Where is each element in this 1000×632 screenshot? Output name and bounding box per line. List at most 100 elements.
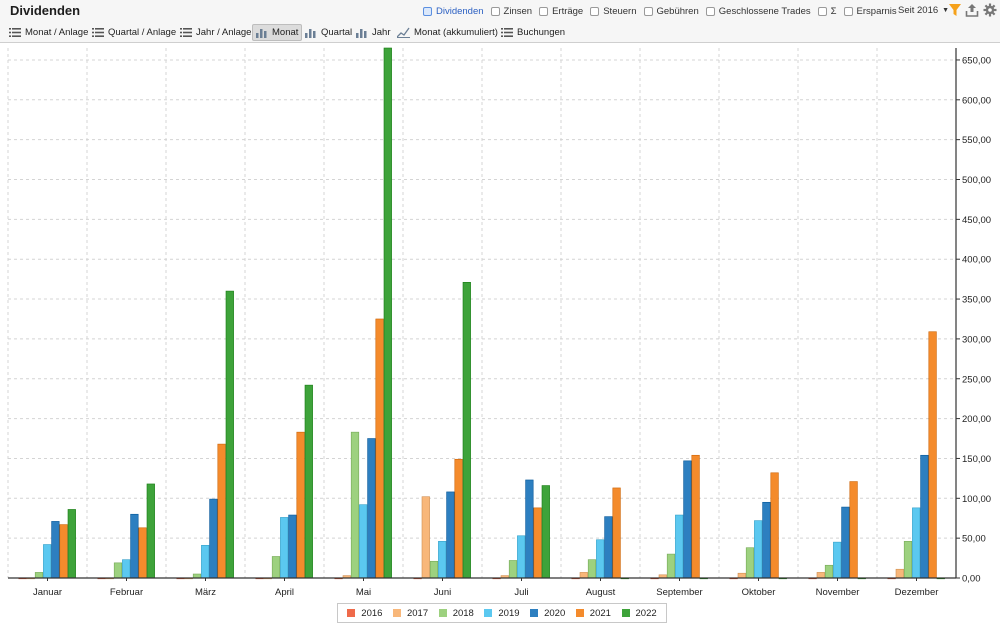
legend-item-2020[interactable]: 2020 bbox=[530, 608, 565, 619]
bar-2021 bbox=[296, 431, 305, 579]
y-tick-label: 50,00 bbox=[962, 534, 986, 545]
bar-2019 bbox=[438, 541, 447, 579]
legend-swatch bbox=[347, 609, 356, 617]
y-tick-label: 250,00 bbox=[962, 374, 991, 385]
legend-label: 2022 bbox=[635, 607, 657, 619]
list-icon bbox=[501, 28, 513, 37]
bar-2020 bbox=[920, 454, 929, 579]
bar-2021 bbox=[691, 454, 700, 579]
chevron-down-icon: ▼ bbox=[942, 7, 950, 14]
bar-2020 bbox=[367, 438, 376, 579]
bar-2020 bbox=[446, 491, 455, 579]
bar-2018 bbox=[587, 559, 597, 579]
x-tick-label: April bbox=[275, 587, 294, 598]
x-tick-label: März bbox=[195, 587, 216, 598]
toggle-zinsen[interactable]: Zinsen bbox=[490, 4, 533, 18]
bar-2019 bbox=[596, 539, 605, 579]
toggle-label: Geschlossene Trades bbox=[718, 5, 811, 17]
list-icon bbox=[92, 28, 104, 37]
tab-quartal-anlage[interactable]: Quartal / Anlage bbox=[89, 24, 179, 41]
tab-label: Monat bbox=[272, 27, 299, 38]
bar-2018 bbox=[113, 562, 123, 579]
toggle-ersparnis[interactable]: Ersparnis bbox=[843, 4, 897, 18]
bar-chart-icon bbox=[305, 29, 316, 38]
tab-jahr-anlage[interactable]: Jahr / Anlage bbox=[177, 24, 254, 41]
legend-label: 2021 bbox=[589, 607, 611, 619]
bar-2021 bbox=[138, 527, 147, 579]
toggle-steuern[interactable]: Steuern bbox=[590, 4, 637, 18]
x-tick-label: November bbox=[816, 587, 860, 598]
bar-2019 bbox=[517, 535, 526, 579]
list-icon bbox=[9, 28, 21, 37]
legend-item-2019[interactable]: 2019 bbox=[484, 607, 520, 619]
legend-item-2016[interactable]: 2016 bbox=[347, 608, 382, 619]
export-icon[interactable] bbox=[965, 3, 979, 17]
tab-monat-anlage[interactable]: Monat / Anlage bbox=[6, 24, 91, 41]
tab-monat-akkumuliert[interactable]: Monat (akkumuliert) bbox=[394, 24, 501, 41]
legend-swatch bbox=[484, 609, 493, 617]
bar-2018 bbox=[429, 560, 439, 579]
tab-label: Jahr / Anlage bbox=[196, 27, 252, 38]
checkbox-icon bbox=[539, 6, 549, 16]
toggle-geschlossene-trades[interactable]: Geschlossene Trades bbox=[705, 4, 811, 18]
toggle-label: Erträge bbox=[552, 5, 584, 17]
bar-2019 bbox=[754, 520, 763, 579]
bar-2018 bbox=[903, 541, 913, 579]
y-tick-label: 600,00 bbox=[962, 95, 991, 106]
legend-item-2018[interactable]: 2018 bbox=[438, 607, 474, 619]
tab-quartal[interactable]: Quartal bbox=[302, 24, 355, 41]
category-toggles: Dividenden Zinsen Erträge Steuern Gebühr… bbox=[423, 4, 904, 18]
tab-buchungen[interactable]: Buchungen bbox=[498, 24, 568, 41]
toggle-label: Gebühren bbox=[656, 5, 699, 17]
legend-item-2022[interactable]: 2022 bbox=[621, 607, 657, 619]
bar-2020 bbox=[51, 521, 60, 579]
toggle-sum[interactable]: Σ bbox=[817, 4, 837, 18]
x-tick-label: August bbox=[586, 587, 616, 598]
header-bar: Dividenden Dividenden Zinsen Erträge Ste… bbox=[0, 0, 1000, 22]
toggle-gebuehren[interactable]: Gebühren bbox=[643, 4, 699, 18]
y-tick-label: 300,00 bbox=[962, 334, 991, 345]
x-tick-label: September bbox=[656, 587, 702, 598]
bar-2021 bbox=[533, 507, 542, 579]
legend-item-2021[interactable]: 2021 bbox=[575, 607, 611, 619]
tab-jahr[interactable]: Jahr bbox=[353, 24, 393, 41]
legend-label: 2019 bbox=[498, 607, 520, 619]
bar-2022 bbox=[541, 485, 550, 579]
bar-2019 bbox=[122, 559, 131, 579]
toggle-dividenden[interactable]: Dividenden bbox=[423, 4, 484, 18]
bar-2022 bbox=[146, 483, 155, 579]
y-tick-label: 450,00 bbox=[962, 215, 991, 226]
y-tick-label: 550,00 bbox=[962, 135, 991, 146]
y-tick-label: 150,00 bbox=[962, 454, 991, 465]
view-tabbar: Monat / Anlage Quartal / Anlage Jahr / A… bbox=[0, 22, 1000, 43]
bar-2019 bbox=[833, 541, 842, 579]
x-tick-label: Mai bbox=[356, 587, 371, 598]
bar-chart-icon bbox=[256, 29, 267, 38]
legend-label: 2020 bbox=[544, 607, 566, 619]
bar-2022 bbox=[225, 290, 234, 579]
filter-icon[interactable] bbox=[948, 3, 962, 17]
bar-2019 bbox=[280, 517, 289, 579]
bar-2020 bbox=[762, 501, 771, 579]
legend-item-2017[interactable]: 2017 bbox=[392, 608, 428, 619]
bar-2019 bbox=[43, 544, 52, 579]
x-tick-label: Februar bbox=[110, 587, 143, 598]
checkbox-icon bbox=[705, 6, 715, 16]
bar-2019 bbox=[359, 504, 368, 579]
tab-monat[interactable]: Monat bbox=[252, 24, 303, 41]
bar-2018 bbox=[824, 564, 834, 579]
y-tick-label: 350,00 bbox=[962, 295, 991, 306]
checkbox-icon bbox=[817, 6, 827, 16]
bar-2017 bbox=[895, 568, 904, 579]
toggle-label: Ersparnis bbox=[856, 5, 897, 17]
toggle-ertraege[interactable]: Erträge bbox=[539, 4, 583, 18]
x-tick-label: Januar bbox=[33, 587, 62, 598]
bar-2022 bbox=[462, 282, 471, 579]
settings-gear-icon[interactable] bbox=[983, 3, 997, 17]
checkbox-icon bbox=[643, 6, 653, 16]
bar-2018 bbox=[34, 572, 44, 579]
legend-label: 2018 bbox=[452, 607, 474, 619]
x-tick-label: Juni bbox=[434, 587, 451, 598]
since-dropdown[interactable]: Seit 2016 ▼ bbox=[898, 5, 949, 16]
toggle-label: Zinsen bbox=[503, 5, 533, 17]
